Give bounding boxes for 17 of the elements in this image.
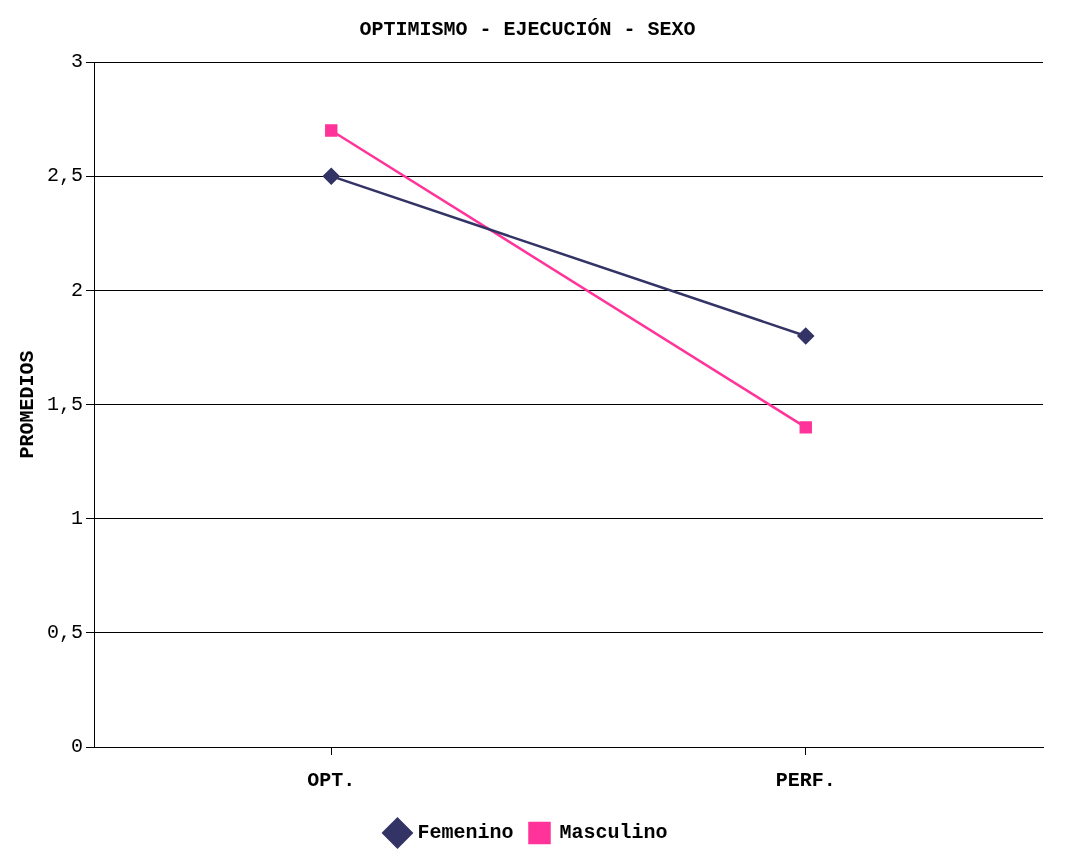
point — [799, 421, 812, 434]
x-tick-label: PERF. — [775, 769, 836, 793]
x-tick-label: OPT. — [307, 769, 356, 793]
point — [325, 124, 338, 137]
y-tick-label: 1,5 — [46, 392, 84, 416]
y-tick-label: 0,5 — [46, 621, 84, 645]
point — [797, 327, 814, 345]
y-tick-label: 2,5 — [46, 164, 84, 188]
y-tick-label: 1 — [70, 506, 84, 530]
legend-label: Femenino — [417, 821, 514, 845]
chart-title: OPTIMISMO - EJECUCIÓN - SEXO — [359, 18, 696, 42]
y-tick-label: 0 — [70, 735, 84, 759]
y-tick-label: 3 — [70, 50, 84, 74]
point — [323, 167, 340, 185]
y-axis-title: PROMEDIOS — [16, 350, 40, 459]
legend-label: Masculino — [559, 821, 668, 845]
y-tick-label: 2 — [70, 278, 84, 302]
